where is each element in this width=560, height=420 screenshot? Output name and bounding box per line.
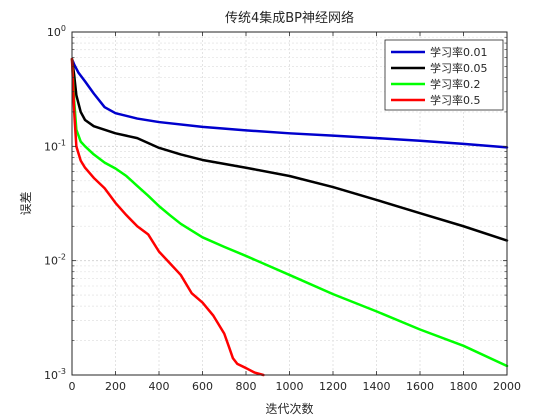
y-tick-label: 100 <box>47 24 66 39</box>
x-ticks: 0 200 400 600 800 1000 1200 1400 1600 1800 2000 <box>69 32 521 393</box>
x-tick-label: 600 <box>192 380 213 393</box>
series-line-3 <box>70 57 509 368</box>
x-tick-label: 800 <box>236 380 257 393</box>
x-tick-label: 2000 <box>493 380 521 393</box>
y-tick-label: 10-3 <box>44 367 66 382</box>
series-lines <box>70 57 509 377</box>
y-axis-label: 误差 <box>19 191 33 215</box>
y-ticks: 10-3 10-2 10-1 100 <box>44 24 507 382</box>
series-line-4 <box>70 57 265 377</box>
x-tick-label: 200 <box>105 380 126 393</box>
x-tick-label: 1000 <box>276 380 304 393</box>
x-tick-label: 1400 <box>363 380 391 393</box>
chart-title: 传统4集成BP神经网络 <box>225 10 354 26</box>
legend-label-3: 学习率0.2 <box>430 77 481 91</box>
y-tick-label: 10-1 <box>44 138 66 153</box>
x-tick-label: 400 <box>149 380 170 393</box>
legend-label-2: 学习率0.05 <box>430 61 488 75</box>
x-tick-label: 1200 <box>319 380 347 393</box>
x-axis-label: 迭代次数 <box>265 401 313 416</box>
series-line-2 <box>70 57 509 242</box>
legend-label-4: 学习率0.5 <box>430 93 481 107</box>
grid <box>72 32 507 375</box>
x-tick-label: 1800 <box>450 380 478 393</box>
x-tick-label: 0 <box>69 380 76 393</box>
y-tick-label: 10-2 <box>44 253 66 268</box>
legend-label-1: 学习率0.01 <box>430 45 488 59</box>
series-line-1 <box>70 57 509 149</box>
legend: 学习率0.01 学习率0.05 学习率0.2 学习率0.5 <box>384 39 504 111</box>
x-tick-label: 1600 <box>406 380 434 393</box>
